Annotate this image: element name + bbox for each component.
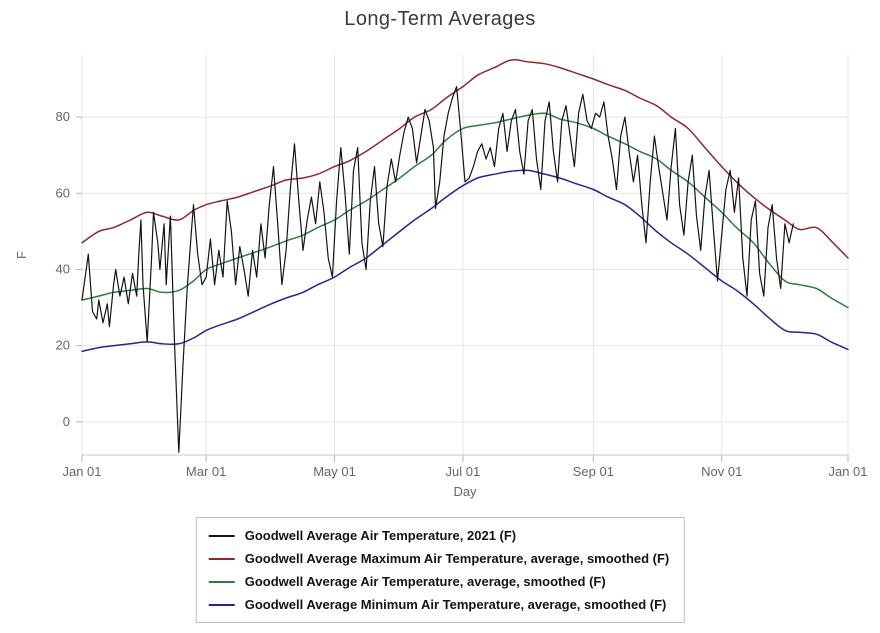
x-tick-label: Mar 01 — [186, 464, 226, 479]
legend-line-swatch — [208, 557, 235, 560]
tick-labels: Jan 01 Mar 01 May 01 Jul 01 Sep 01 Nov 01 Jan … — [56, 109, 868, 479]
x-tick-label: Nov 01 — [701, 464, 742, 479]
legend-label: Goodwell Average Minimum Air Temperature… — [244, 597, 667, 612]
x-tick-label: Sep 01 — [573, 464, 614, 479]
series-line-3 — [81, 112, 849, 309]
legend-item: Goodwell Average Minimum Air Temperature… — [208, 595, 670, 614]
legend-item: Goodwell Average Maximum Air Temperature… — [208, 549, 670, 568]
axes — [76, 116, 849, 462]
x-tick-label: Jan 01 — [62, 464, 101, 479]
legend-line-swatch — [208, 603, 235, 606]
legend: Goodwell Average Air Temperature, 2021 (… — [195, 517, 685, 623]
legend-label: Goodwell Average Air Temperature, averag… — [244, 574, 606, 589]
y-tick-label: 0 — [63, 414, 70, 429]
grid-layer — [81, 55, 849, 455]
y-axis-label: F — [14, 251, 29, 259]
y-tick-label: 80 — [56, 109, 70, 124]
y-tick-label: 60 — [56, 185, 70, 200]
chart-title: Long-Term Averages — [344, 8, 536, 30]
series-line-4 — [81, 169, 849, 353]
legend-item: Goodwell Average Air Temperature, averag… — [208, 572, 670, 591]
plot-canvas: Jan 01 Mar 01 May 01 Jul 01 Sep 01 Nov 01 Jan … — [14, 55, 868, 499]
series-lines — [81, 59, 849, 453]
y-tick-label: 20 — [56, 338, 70, 353]
legend-line-swatch — [208, 534, 235, 537]
legend-label: Goodwell Average Air Temperature, 2021 (… — [244, 528, 517, 543]
x-axis-label: Day — [453, 484, 477, 499]
x-tick-label: Jul 01 — [446, 464, 481, 479]
x-tick-label: Jan 01 — [828, 464, 867, 479]
legend-line-swatch — [208, 580, 235, 583]
legend-label: Goodwell Average Maximum Air Temperature… — [244, 551, 670, 566]
series-line-2 — [81, 59, 849, 259]
x-tick-label: May 01 — [313, 464, 356, 479]
legend-item: Goodwell Average Air Temperature, 2021 (… — [208, 526, 670, 545]
y-tick-label: 40 — [56, 261, 70, 276]
series-line-1 — [81, 86, 794, 453]
